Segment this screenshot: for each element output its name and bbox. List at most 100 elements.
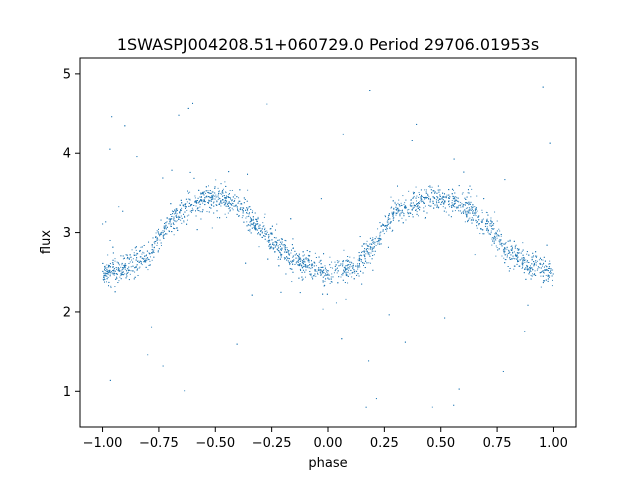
data-point [140, 263, 142, 265]
data-point [470, 209, 472, 211]
data-point [122, 267, 124, 269]
data-point [365, 260, 367, 262]
data-point [279, 243, 281, 245]
y-axis-label: flux [39, 230, 54, 254]
data-point [524, 268, 526, 270]
data-point [489, 223, 491, 225]
data-point [118, 269, 120, 271]
data-point [545, 279, 547, 281]
data-point [184, 215, 185, 217]
data-point [139, 260, 141, 262]
data-point [466, 207, 468, 209]
data-point [147, 269, 149, 271]
data-point [471, 222, 473, 224]
data-point [302, 260, 304, 262]
data-point [366, 244, 368, 246]
data-point [448, 189, 449, 191]
data-point [283, 256, 285, 258]
data-point [454, 198, 456, 200]
data-point [417, 205, 419, 207]
data-point [351, 272, 353, 274]
data-point [430, 189, 432, 191]
data-point [318, 261, 320, 263]
data-point [431, 406, 433, 408]
data-point [520, 252, 522, 254]
data-point [396, 209, 398, 211]
data-point [140, 261, 142, 263]
data-point [413, 206, 415, 208]
data-point [329, 256, 331, 258]
data-point [180, 199, 182, 201]
data-point [347, 271, 349, 273]
data-point [526, 265, 528, 267]
data-point [483, 233, 485, 235]
data-point [125, 265, 127, 267]
data-point [348, 264, 350, 266]
data-point [552, 279, 554, 281]
data-point [401, 204, 403, 206]
data-point [412, 214, 414, 216]
data-point [464, 210, 466, 212]
data-point [170, 214, 172, 215]
data-point [345, 298, 347, 300]
data-point [261, 231, 263, 233]
data-point [222, 190, 224, 192]
data-point [254, 228, 256, 230]
data-point [290, 252, 292, 254]
data-point [158, 228, 159, 230]
data-point [181, 202, 183, 204]
data-point [140, 246, 142, 248]
data-point [437, 199, 439, 201]
data-point [509, 240, 511, 242]
data-point [301, 271, 303, 273]
data-point [104, 275, 106, 277]
data-point [148, 252, 150, 254]
data-point [240, 207, 242, 209]
data-point [199, 203, 201, 205]
data-point [307, 258, 309, 260]
data-point [163, 230, 165, 232]
data-point [309, 264, 311, 266]
data-point [545, 274, 547, 276]
data-point [178, 218, 180, 220]
data-point [315, 257, 317, 258]
data-point [183, 221, 185, 223]
data-point [415, 186, 417, 188]
data-point [283, 251, 285, 253]
data-point [326, 293, 328, 295]
data-point [451, 188, 453, 190]
data-point [426, 197, 428, 199]
data-point [235, 205, 237, 207]
data-point [496, 220, 498, 222]
data-point [521, 267, 523, 269]
data-point [527, 266, 529, 268]
data-point [527, 269, 529, 271]
data-point [418, 196, 420, 198]
data-point [228, 202, 230, 204]
data-point [443, 196, 445, 198]
data-point [155, 235, 157, 237]
y-tick-label: 2 [63, 305, 71, 320]
data-point [516, 258, 518, 260]
data-point [231, 204, 233, 206]
data-point [422, 200, 424, 202]
data-point [464, 197, 466, 199]
data-point [330, 267, 332, 269]
data-point [106, 273, 108, 275]
data-point [387, 221, 389, 223]
data-point [510, 249, 512, 251]
data-point [334, 265, 336, 267]
data-point [245, 209, 247, 211]
data-point [169, 220, 171, 222]
data-point [504, 259, 506, 261]
data-point [340, 263, 342, 265]
data-point [179, 211, 181, 213]
data-point [254, 212, 256, 214]
data-point [390, 221, 392, 223]
data-point [156, 242, 158, 244]
data-point [547, 278, 549, 280]
data-point [157, 238, 159, 240]
data-point [153, 246, 155, 248]
data-point [179, 216, 181, 218]
data-point [345, 274, 347, 276]
